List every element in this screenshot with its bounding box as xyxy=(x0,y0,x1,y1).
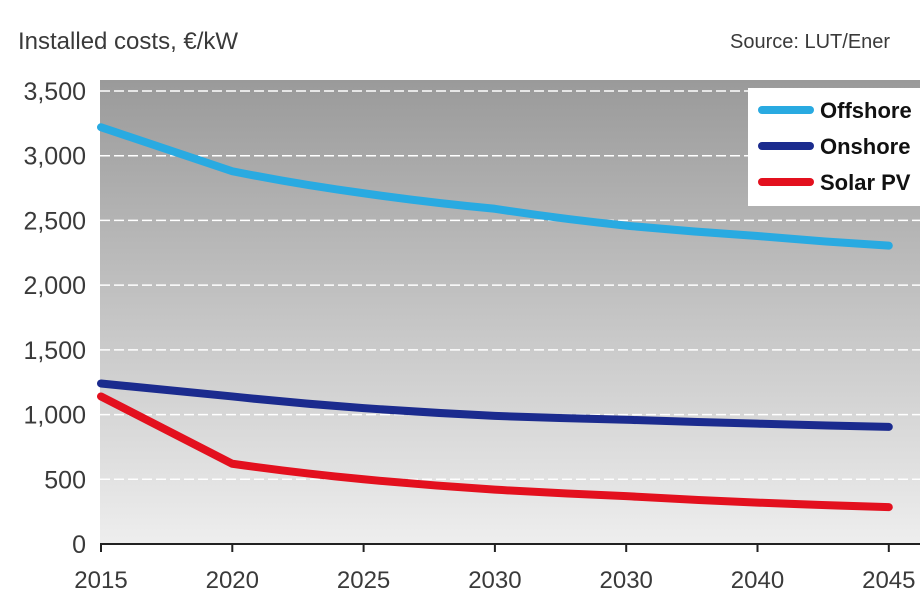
series-line-offshore xyxy=(97,123,893,250)
x-tick-label: 2030 xyxy=(468,567,521,594)
legend-label-solar-pv: Solar PV xyxy=(820,170,911,195)
legend-label-offshore: Offshore xyxy=(820,98,912,123)
y-tick-label: 1,000 xyxy=(23,402,86,430)
series-line-solar-pv xyxy=(97,392,893,512)
x-tick-label: 2045 xyxy=(862,567,915,594)
legend-label-onshore: Onshore xyxy=(820,134,910,159)
y-tick-label: 0 xyxy=(72,531,86,559)
y-tick-label: 2,000 xyxy=(23,272,86,300)
y-tick-label: 500 xyxy=(44,466,86,494)
x-tick-label: 2020 xyxy=(206,567,259,594)
y-tick-label: 1,500 xyxy=(23,337,86,365)
x-tick-label: 2030 xyxy=(600,567,653,594)
y-axis-title: Installed costs, €/kW xyxy=(18,28,239,55)
y-tick-label: 3,000 xyxy=(23,143,86,171)
x-tick-label: 2015 xyxy=(74,567,127,594)
x-tick-label: 2040 xyxy=(731,567,784,594)
x-tick-label: 2025 xyxy=(337,567,390,594)
source-note: Source: LUT/Ener xyxy=(730,31,891,53)
y-tick-label: 2,500 xyxy=(23,207,86,235)
series-line-onshore xyxy=(97,379,893,431)
y-tick-label: 3,500 xyxy=(23,78,86,106)
